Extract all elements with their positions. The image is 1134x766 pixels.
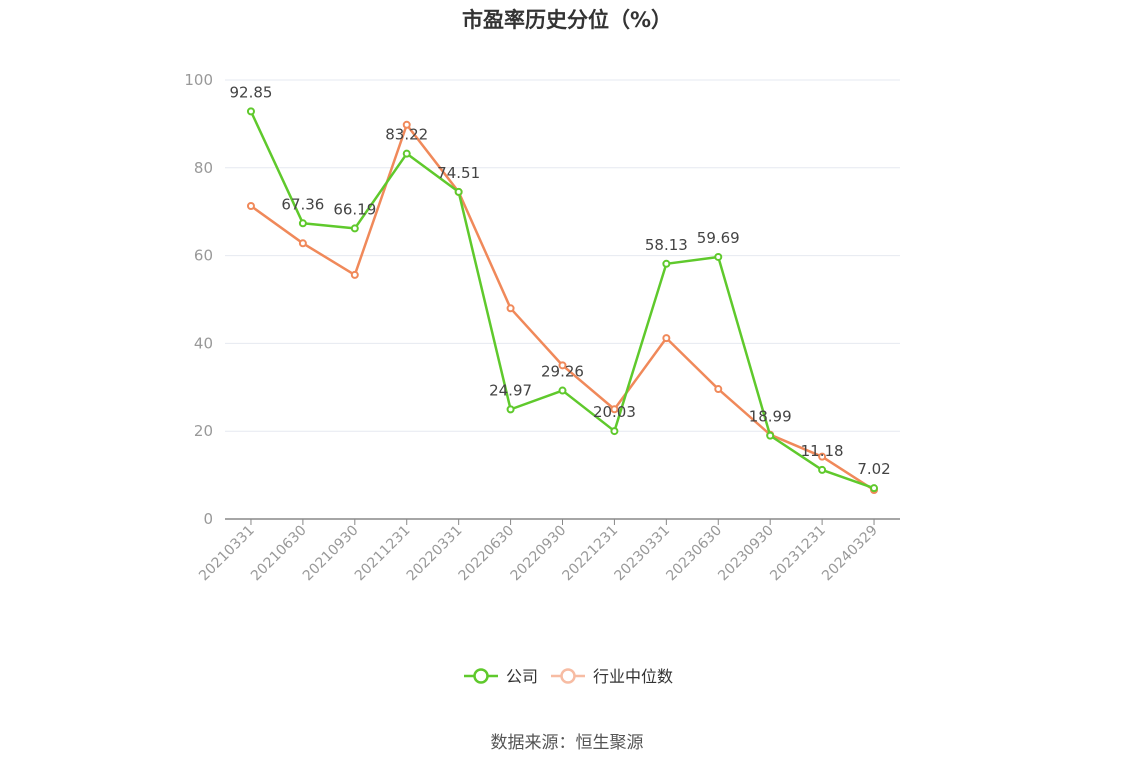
data-label: 24.97 — [489, 381, 532, 399]
data-label: 18.99 — [749, 408, 792, 426]
data-label: 67.36 — [281, 195, 324, 213]
data-label: 20.03 — [593, 403, 636, 421]
legend-label-0: 公司 — [506, 667, 538, 686]
data-point-1 — [558, 361, 567, 370]
x-tick-label: 20211231 — [352, 523, 414, 585]
data-point-1 — [818, 452, 827, 461]
y-tick-label: 80 — [194, 159, 213, 177]
y-tick-label: 0 — [203, 510, 213, 528]
data-point-0 — [870, 484, 879, 493]
data-point-0 — [818, 465, 827, 474]
legend-marker-0 — [473, 668, 489, 684]
x-tick-label: 20220331 — [404, 523, 466, 585]
data-label: 83.22 — [385, 126, 428, 144]
x-tick-label: 20230930 — [715, 523, 777, 585]
y-tick-label: 100 — [184, 71, 213, 89]
data-point-1 — [506, 304, 515, 313]
data-label: 29.26 — [541, 363, 584, 381]
data-point-0 — [506, 405, 515, 414]
data-point-0 — [558, 386, 567, 395]
y-tick-label: 40 — [194, 334, 213, 352]
data-point-0 — [298, 219, 307, 228]
legend-label-1: 行业中位数 — [593, 667, 673, 686]
chart-title: 市盈率历史分位（%） — [461, 8, 673, 32]
legend-marker-1 — [560, 668, 576, 684]
data-label: 92.85 — [229, 83, 272, 101]
data-point-0 — [350, 224, 359, 233]
data-point-1 — [402, 120, 411, 129]
series-line-1 — [250, 123, 875, 492]
data-point-1 — [298, 239, 307, 248]
x-tick-label: 20210331 — [196, 523, 258, 585]
y-tick-label: 20 — [194, 422, 213, 440]
data-point-0 — [454, 187, 463, 196]
data-point-1 — [714, 385, 723, 394]
data-source: 数据来源：恒生聚源 — [490, 733, 644, 753]
x-tick-label: 20231231 — [767, 523, 829, 585]
y-tick-label: 60 — [194, 247, 213, 265]
x-tick-label: 20220930 — [508, 523, 570, 585]
x-tick-label: 20220630 — [456, 523, 518, 585]
data-point-1 — [350, 270, 359, 279]
x-tick-label: 20240329 — [819, 523, 881, 585]
x-tick-label: 20210930 — [300, 523, 362, 585]
data-point-0 — [402, 149, 411, 158]
data-point-0 — [246, 107, 255, 116]
data-label: 58.13 — [645, 236, 688, 254]
data-point-0 — [662, 259, 671, 268]
x-tick-label: 20230331 — [611, 523, 673, 585]
data-label: 74.51 — [437, 164, 480, 182]
data-point-1 — [662, 334, 671, 343]
x-tick-label: 20230630 — [663, 523, 725, 585]
x-tick-label: 20210630 — [248, 523, 310, 585]
data-point-1 — [246, 201, 255, 210]
data-label: 7.02 — [857, 460, 890, 478]
data-label: 11.18 — [801, 442, 844, 460]
data-point-0 — [714, 252, 723, 261]
x-tick-label: 20221231 — [560, 523, 622, 585]
data-label: 66.19 — [333, 200, 376, 218]
data-point-1 — [610, 405, 619, 414]
data-point-0 — [610, 427, 619, 436]
data-label: 59.69 — [697, 229, 740, 247]
data-point-0 — [766, 431, 775, 440]
